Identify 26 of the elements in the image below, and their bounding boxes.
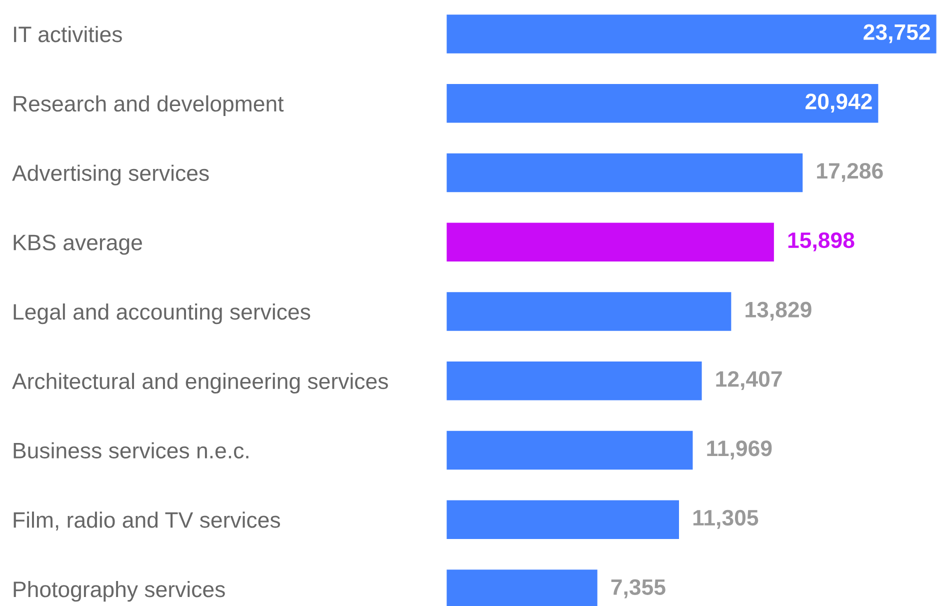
y-tick-label: Research and development [14,95,284,116]
bar [446,152,804,194]
y-tick-label: Film, radio and TV services [14,512,280,531]
data-label: 11,305 [693,510,758,529]
data-label: 15,898 [788,232,854,252]
bar [446,290,733,332]
bar [446,221,776,263]
data-label: 11,969 [707,440,772,460]
data-label: 13,829 [746,302,812,321]
data-label: 7,355 [611,579,666,598]
y-tick-label: Architectural and engineering services [12,372,388,394]
y-tick-label: Advertising services [12,164,209,186]
y-tick-label: Legal and accounting services [14,303,310,324]
y-tick-label: Photography services [14,580,225,602]
data-label: 23,752 [864,24,930,44]
bar [446,82,880,124]
y-tick-label: IT activities [14,26,122,42]
y-tick-label: Business services n.e.c. [14,442,248,459]
data-label: 17,286 [817,162,883,182]
bar [446,13,937,55]
data-label: 20,942 [806,94,872,113]
data-label: 12,407 [716,371,782,390]
bar [446,498,680,540]
y-tick-label: KBS average [14,234,142,255]
bar [446,360,704,402]
bar [446,429,694,472]
